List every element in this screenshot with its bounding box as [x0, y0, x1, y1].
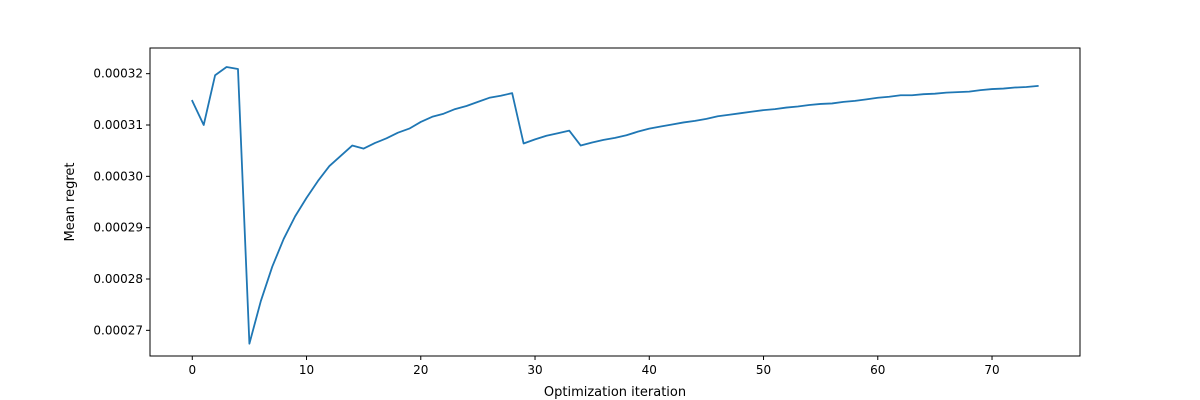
- y-tick-label: 0.00028: [93, 272, 143, 286]
- x-tick-label: 10: [299, 363, 314, 377]
- x-tick-label: 60: [870, 363, 885, 377]
- x-tick-label: 20: [413, 363, 428, 377]
- x-tick-label: 50: [756, 363, 771, 377]
- y-axis-label: Mean regret: [63, 162, 78, 241]
- x-tick-label: 30: [527, 363, 542, 377]
- y-tick-label: 0.00027: [93, 323, 143, 337]
- y-tick-label: 0.00029: [93, 221, 143, 235]
- x-tick-label: 0: [188, 363, 196, 377]
- y-axis-ticks: 0.00027 0.00028 0.00029 0.00030 0.00031 0.000…: [93, 67, 150, 337]
- series-line-mean-regret: [191, 66, 1039, 345]
- y-tick-label: 0.00031: [93, 118, 143, 132]
- plot-frame: [149, 47, 1081, 357]
- y-tick-label: 0.00030: [93, 169, 143, 183]
- x-axis-ticks: 0 10 20 30 40 50 60 70: [188, 356, 1000, 377]
- x-axis-label: Optimization iteration: [544, 385, 686, 400]
- x-tick-label: 40: [642, 363, 657, 377]
- y-tick-label: 0.00032: [93, 67, 143, 81]
- x-tick-label: 70: [984, 363, 999, 377]
